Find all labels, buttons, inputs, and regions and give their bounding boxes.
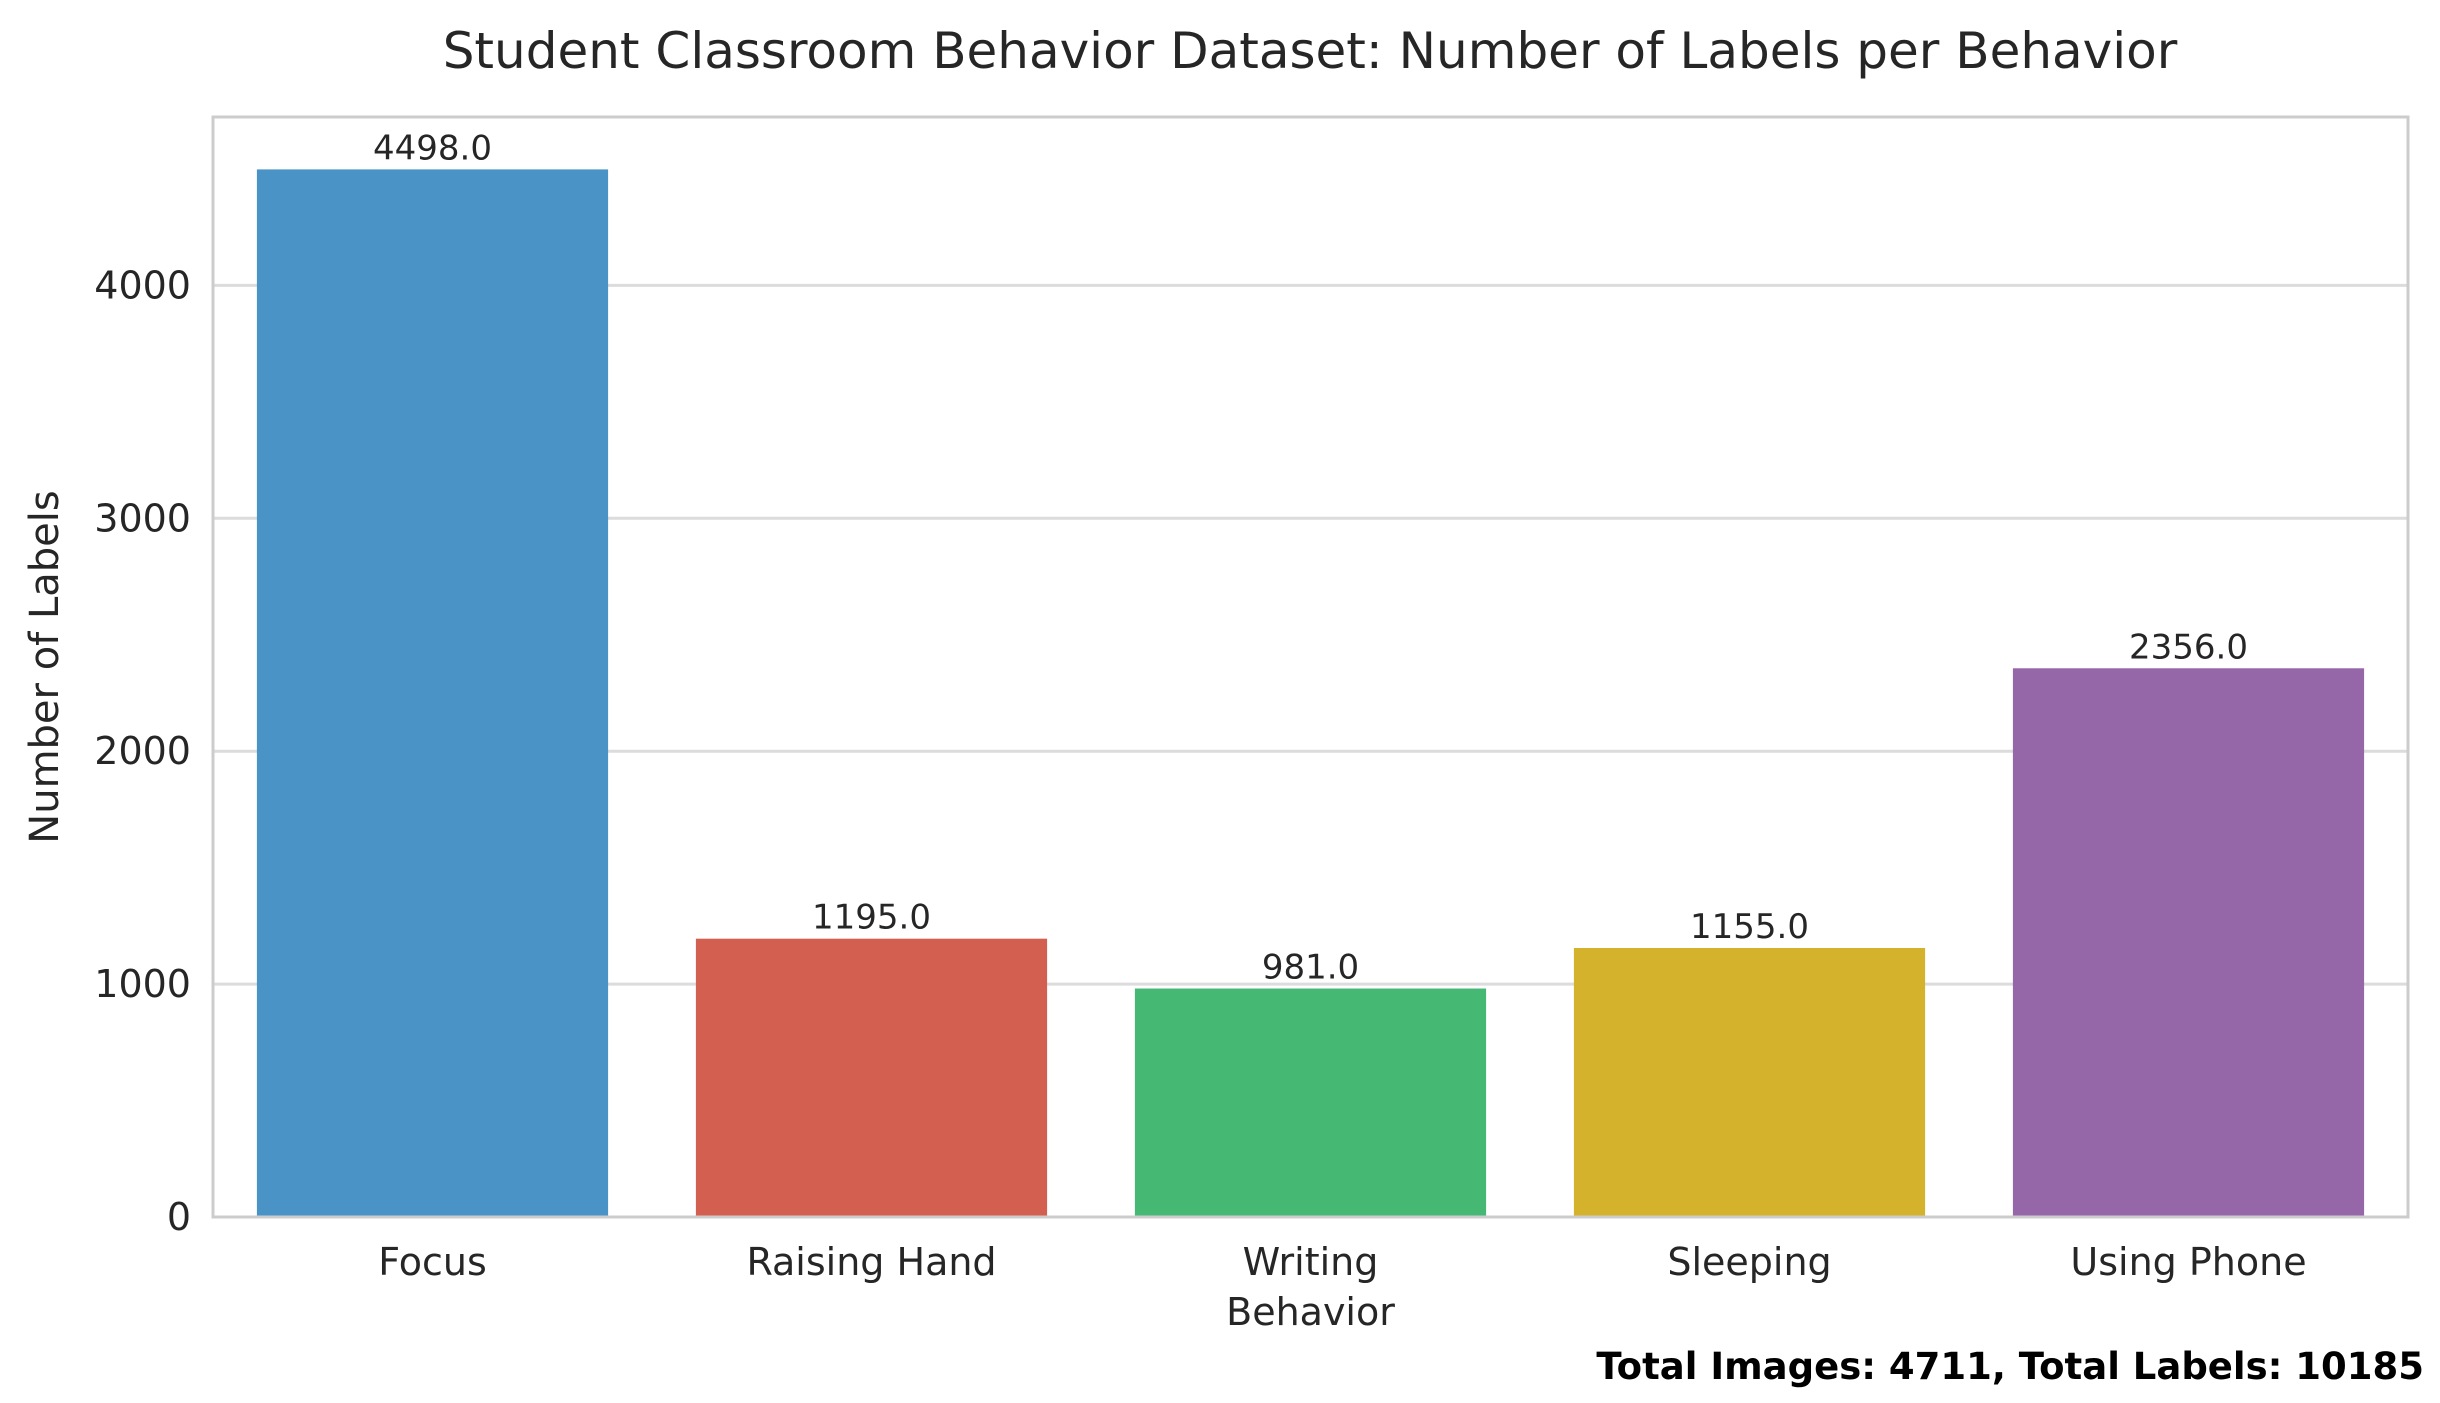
chart-title: Student Classroom Behavior Dataset: Numb… [443,22,2178,80]
data-label: 2356.0 [2129,627,2248,667]
y-tick-label: 0 [167,1195,191,1239]
plot-frame [211,115,2410,1219]
bar [695,938,1048,1217]
totals-footnote: Total Images: 4711, Total Labels: 10185 [1596,1345,2424,1388]
data-label: 1195.0 [812,898,931,938]
bar [256,169,609,1218]
x-tick-label: Using Phone [2070,1240,2306,1284]
x-tick-label: Raising Hand [746,1240,996,1284]
data-label: 1155.0 [1690,907,1809,947]
y-tick-label: 3000 [94,496,191,540]
y-tick-label: 2000 [94,729,191,773]
bar [1134,988,1487,1217]
y-tick-label: 1000 [94,962,191,1006]
x-tick-labels: Focus Raising Hand Writing Behavior Sleeping… [378,1240,2306,1334]
x-tick-label: Behavior [1226,1290,1395,1334]
data-labels: 4498.0 1195.0 981.0 1155.0 2356.0 [373,128,2248,987]
x-tick-label: Focus [378,1240,487,1284]
x-tick-label: Sleeping [1667,1240,1831,1284]
data-label: 4498.0 [373,128,492,168]
x-tick-label: Writing [1243,1240,1379,1284]
bars [256,169,2365,1218]
data-label: 981.0 [1262,948,1359,988]
y-tick-label: 4000 [94,263,191,307]
y-tick-labels: 0 1000 2000 3000 4000 [94,263,191,1239]
y-axis-label: Number of Labels [22,490,68,843]
bar [1573,947,1926,1217]
bar [2012,668,2365,1217]
